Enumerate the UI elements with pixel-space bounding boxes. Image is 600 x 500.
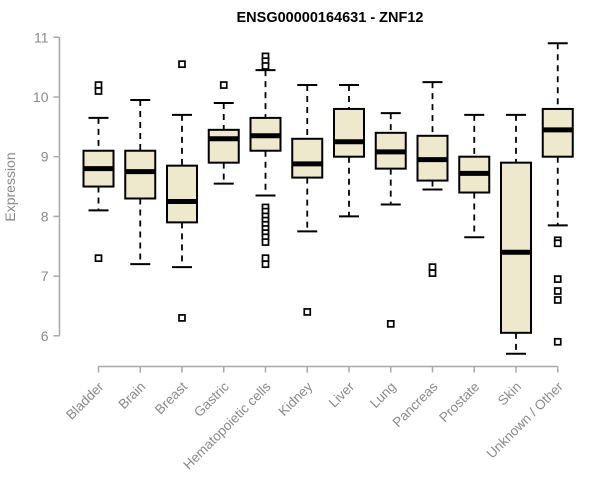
iqr-box — [333, 107, 365, 158]
iqr-box — [500, 161, 532, 334]
y-tick-label: 6 — [41, 328, 49, 344]
x-tick-label: Kidney — [276, 379, 316, 419]
x-tick-label: Gastric — [191, 379, 232, 420]
outlier-point — [261, 62, 270, 70]
outlier-point — [553, 287, 562, 295]
x-tick-label: Breast — [152, 379, 190, 417]
box-group-pancreas — [416, 81, 449, 277]
box-group-gastric — [207, 81, 240, 185]
outlier-point — [428, 263, 437, 271]
y-tick-label: 8 — [41, 208, 49, 224]
box-group-brain — [124, 98, 157, 266]
y-tick-label: 10 — [33, 89, 49, 105]
y-tick-label: 11 — [34, 29, 49, 45]
box-group-hematopoietic-cells — [249, 52, 282, 269]
y-tick-label: 9 — [41, 149, 49, 165]
outlier-point — [94, 81, 103, 89]
x-tick-label: Prostate — [436, 379, 482, 425]
iqr-box — [541, 107, 574, 158]
iqr-box — [291, 137, 324, 179]
outlier-point — [178, 314, 186, 322]
iqr-box — [166, 164, 198, 224]
outlier-point — [428, 269, 437, 277]
outlier-point — [553, 239, 562, 248]
axes-layer: 6 7 8 9 10 11 Bladder Brain Breast GastricHematop… — [33, 29, 566, 472]
x-tick-label: Skin — [495, 379, 524, 408]
outlier-point — [303, 308, 312, 316]
outlier-point — [261, 260, 270, 269]
x-tick-label: Liver — [326, 379, 358, 411]
box-group-liver — [333, 84, 365, 218]
outlier-point — [553, 337, 562, 346]
outlier-point — [178, 60, 186, 69]
box-group-unknown-other — [541, 42, 574, 346]
boxes-layer — [82, 42, 574, 355]
outlier-point — [386, 320, 395, 328]
x-tick-label: Bladder — [63, 379, 107, 423]
y-axis: 6 7 8 9 10 11 — [33, 29, 61, 344]
chart-title: ENSG00000164631 - ZNF12 — [237, 10, 424, 26]
box-group-kidney — [291, 84, 324, 316]
box-group-prostate — [458, 113, 491, 239]
outlier-point — [553, 275, 562, 283]
x-tick-label: Pancreas — [390, 379, 441, 430]
iqr-box — [124, 149, 157, 200]
box-group-lung — [374, 112, 407, 328]
y-tick-label: 7 — [41, 268, 49, 284]
outlier-point — [261, 238, 270, 246]
outlier-point — [553, 296, 562, 304]
outlier-point — [94, 254, 103, 263]
iqr-box — [207, 128, 240, 164]
outlier-point — [261, 254, 270, 263]
box-group-skin — [500, 113, 532, 355]
box-group-breast — [166, 60, 198, 322]
x-tick-label: Brain — [115, 379, 148, 412]
outlier-point — [219, 81, 228, 89]
outlier-point — [94, 87, 103, 95]
x-tick-label: Unknown / Other — [484, 379, 567, 462]
x-tick-label: Lung — [367, 379, 399, 411]
box-group-bladder — [82, 81, 115, 263]
y-axis-title: Expression — [2, 152, 18, 221]
